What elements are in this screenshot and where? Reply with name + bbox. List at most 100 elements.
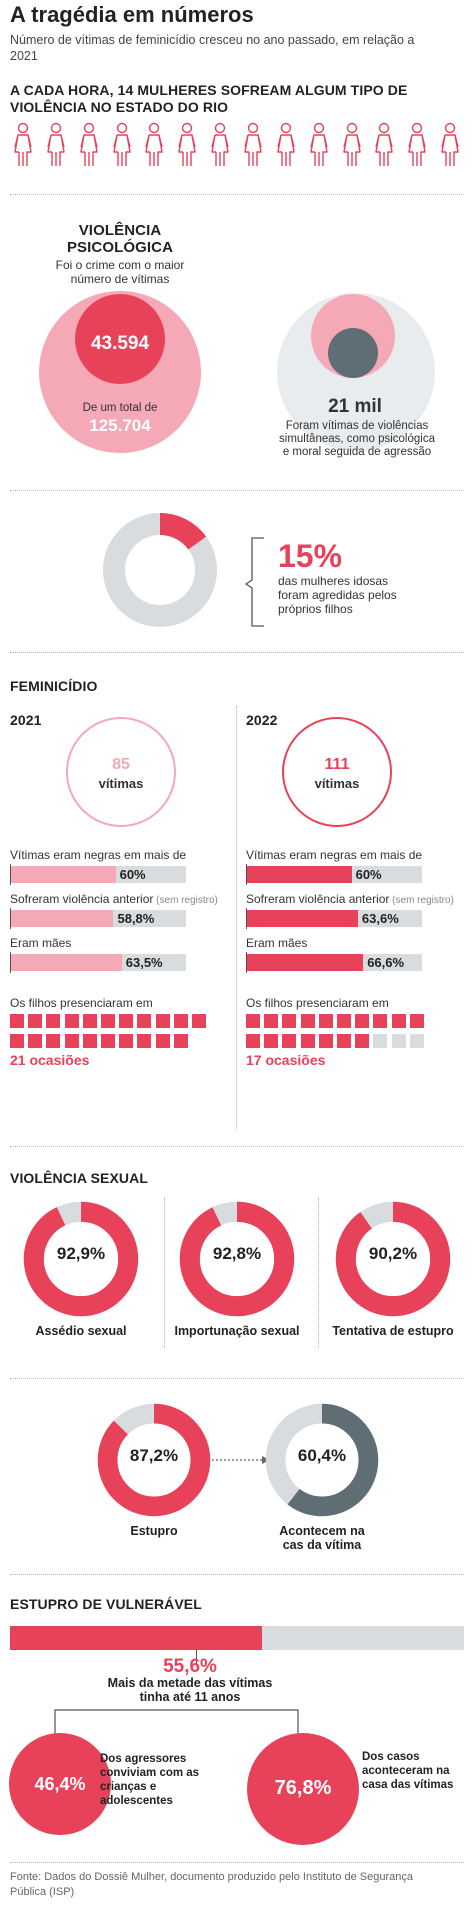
woman-icon xyxy=(244,122,262,166)
sexual-donut xyxy=(23,1201,139,1317)
vulnerable-heading: ESTUPRO DE VULNERÁVEL xyxy=(10,1596,202,1612)
sexual-donut-arc xyxy=(179,1201,295,1317)
psych-desc: Foi o crime com o maior número de vítima… xyxy=(55,258,185,286)
bar-axis xyxy=(10,952,11,973)
divider xyxy=(10,490,464,491)
bar-label: Sofreram violência anterior (sem registr… xyxy=(10,892,240,906)
rape-donut xyxy=(97,1403,211,1517)
home-donut-value: 60,4% xyxy=(297,1446,347,1465)
rape-donut-value: 87,2% xyxy=(129,1446,179,1465)
bar-axis xyxy=(246,864,247,885)
rape-donut-block: 87,2% Estupro xyxy=(96,1402,216,1552)
bar-label: Sofreram violência anterior (sem registr… xyxy=(246,892,474,906)
sexual-donut-label: Assédio sexual xyxy=(35,1324,127,1338)
vulnerable-bar-track xyxy=(10,1626,464,1650)
femicide-victims-label: vítimas xyxy=(314,776,360,791)
occasion-square xyxy=(264,1034,279,1048)
vulnerable-left-disc xyxy=(9,1733,111,1835)
vulnerable-left-value: 46,4% xyxy=(34,1774,86,1794)
occasion-square xyxy=(119,1034,134,1048)
simul-desc: Foram vítimas de violências simultâneas,… xyxy=(279,420,435,458)
bar-value: 60% xyxy=(119,867,146,882)
occasion-square xyxy=(82,1034,97,1048)
bar-label-text: Sofreram violência anterior xyxy=(246,892,390,906)
occasion-square xyxy=(64,1034,79,1048)
simul-value: 21 mil xyxy=(328,396,382,417)
bar-track xyxy=(246,908,422,929)
bar-axis xyxy=(10,908,11,929)
sexual-donut-value: 92,8% xyxy=(212,1244,262,1263)
femicide-year: 2021 xyxy=(10,712,42,728)
occasion-square xyxy=(409,1034,424,1048)
occasion-square xyxy=(282,1034,297,1048)
occasion-square xyxy=(282,1014,297,1028)
hourly-heading: A CADA HORA, 14 MULHERES SOFREAM ALGUM T… xyxy=(10,82,408,115)
vulnerable-connector xyxy=(54,1709,299,1734)
occasions-value: 21 ocasiões xyxy=(10,1052,90,1068)
occasion-square xyxy=(355,1034,370,1048)
woman-icon xyxy=(211,122,229,166)
footer-source: Fonte: Dados do Dossiê Mulher, documento… xyxy=(10,1871,413,1898)
home-donut-arc xyxy=(265,1403,379,1517)
occasion-square xyxy=(137,1034,152,1048)
elderly-value: 15% xyxy=(278,538,343,574)
vulnerable-right-value: 76,8% xyxy=(274,1777,332,1799)
vulnerable-left-desc: Dos agressores conviviam com as crianças… xyxy=(100,1753,200,1807)
divider xyxy=(10,1146,464,1147)
occasion-square xyxy=(318,1034,333,1048)
sexual-divider xyxy=(318,1198,319,1348)
occasion-square xyxy=(46,1034,61,1048)
psych-total-circle xyxy=(39,291,201,453)
elderly-donut xyxy=(103,513,217,627)
elderly-desc: das mulheres idosas foram agredidas pelo… xyxy=(278,574,397,616)
occasion-square xyxy=(28,1034,43,1048)
bar-label: Eram mães xyxy=(10,936,240,950)
sexual-donut-arc xyxy=(23,1201,139,1317)
vulnerable-bar-value: 55,6% xyxy=(163,1656,217,1677)
occasion-square xyxy=(155,1014,170,1028)
bar-track xyxy=(10,908,186,929)
bar-label-note: (sem registro) xyxy=(153,895,218,906)
psych-heading: VIOLÊNCIA PSICOLÓGICA xyxy=(66,222,174,256)
occasion-square xyxy=(300,1014,315,1028)
bar-fill xyxy=(246,866,352,883)
bar-value: 60% xyxy=(355,867,382,882)
rape-donut-arc xyxy=(97,1403,211,1517)
woman-icon xyxy=(178,122,196,166)
bar-label: Vítimas eram negras em mais de xyxy=(246,848,474,862)
rape-donut-label: Estupro xyxy=(130,1524,178,1538)
occasion-square xyxy=(137,1014,152,1028)
bar-fill xyxy=(10,954,122,971)
occasion-square xyxy=(373,1014,388,1028)
occasion-square xyxy=(101,1014,115,1028)
bar-value: 66,6% xyxy=(367,955,405,970)
occasion-square xyxy=(391,1014,406,1028)
sexual-heading: VIOLÊNCIA SEXUAL xyxy=(10,1170,148,1186)
woman-icon xyxy=(145,122,164,166)
woman-icon xyxy=(441,122,459,166)
sexual-donut xyxy=(335,1201,451,1317)
bar-track xyxy=(10,864,186,885)
bar-fill xyxy=(246,910,358,927)
occasion-square xyxy=(10,1014,24,1028)
children-label: Os filhos presenciaram em xyxy=(246,996,389,1010)
psych-total-value: 125.704 xyxy=(89,416,151,435)
vulnerable-right-disc xyxy=(247,1733,359,1845)
occasion-square xyxy=(46,1014,61,1028)
sexual-donut-value: 90,2% xyxy=(368,1244,418,1263)
children-label: Os filhos presenciaram em xyxy=(10,996,153,1010)
sexual-donut xyxy=(179,1201,295,1317)
femicide-victims-label: vítimas xyxy=(98,776,144,791)
bar-value: 63,5% xyxy=(125,955,163,970)
bar-label-note: (sem registro) xyxy=(389,895,454,906)
femicide-victims-circle xyxy=(66,717,176,827)
occasion-square xyxy=(192,1014,206,1028)
occasion-square xyxy=(264,1014,279,1028)
bar-label: Eram mães xyxy=(246,936,474,950)
woman-icon xyxy=(375,122,394,166)
femicide-2021-column: 2021 85 vítimas Vítimas eram negras em m… xyxy=(10,706,230,1130)
psych-total-caption: De um total de xyxy=(82,402,158,414)
bar-label-text: Eram mães xyxy=(10,936,72,950)
bar-fill xyxy=(246,954,364,971)
occasion-square xyxy=(173,1014,188,1028)
